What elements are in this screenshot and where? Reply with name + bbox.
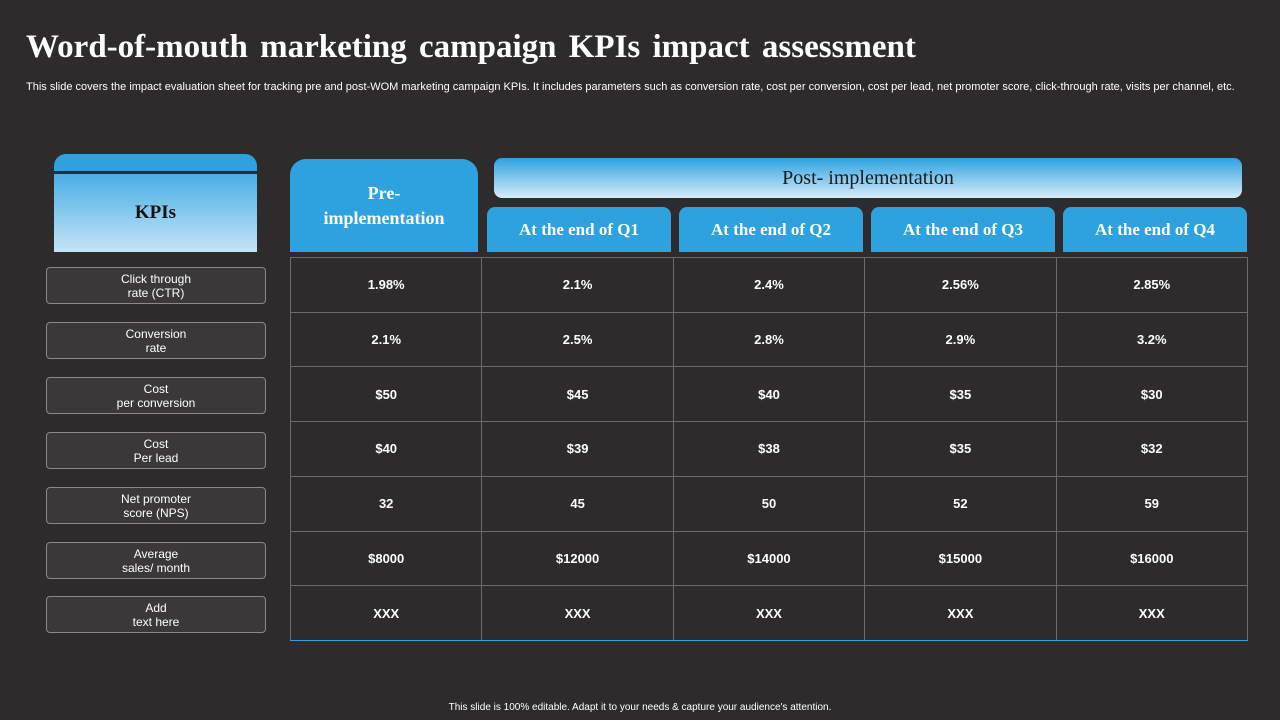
table-cell: $14000 xyxy=(672,530,866,587)
table-cell: 32 xyxy=(289,475,483,532)
table-cell: $45 xyxy=(481,366,674,423)
table-row: XXX XXX XXX XXX XXX xyxy=(289,585,1249,641)
quarter-header-q3: At the end of Q3 xyxy=(871,207,1055,252)
quarter-header-q1: At the end of Q1 xyxy=(487,207,671,252)
table-cell: $40 xyxy=(289,421,483,477)
table-cell: $32 xyxy=(1055,421,1249,477)
table-row: 2.1% 2.5% 2.8% 2.9% 3.2% xyxy=(289,311,1249,368)
table-row: 32 45 50 52 59 xyxy=(289,475,1249,532)
quarter-label: At the end of Q3 xyxy=(903,219,1023,239)
table-cell: 3.2% xyxy=(1055,311,1249,368)
kpi-item-nps: Net promoter score (NPS) xyxy=(46,487,266,524)
table-cell: XXX xyxy=(481,585,674,641)
kpi-values-table: 1.98% 2.1% 2.4% 2.56% 2.85% 2.1% 2.5% 2.… xyxy=(289,257,1249,641)
pre-implementation-label: Pre- implementation xyxy=(323,182,445,228)
table-cell: 2.1% xyxy=(481,257,674,313)
quarter-header-q4: At the end of Q4 xyxy=(1063,207,1247,252)
table-cell: 52 xyxy=(864,475,1057,532)
table-cell: XXX xyxy=(864,585,1057,641)
table-cell: $50 xyxy=(289,366,483,423)
post-implementation-label: Post- implementation xyxy=(782,166,954,189)
table-cell: 45 xyxy=(481,475,674,532)
table-cell: $15000 xyxy=(864,530,1057,587)
table-cell: 2.85% xyxy=(1055,257,1249,313)
table-cell: 2.8% xyxy=(672,311,866,368)
table-row: $40 $39 $38 $35 $32 xyxy=(289,421,1249,477)
kpi-item-conversion-rate: Conversion rate xyxy=(46,322,266,359)
kpi-item-cost-per-lead: Cost Per lead xyxy=(46,432,266,469)
table-cell: 50 xyxy=(672,475,866,532)
table-row: $50 $45 $40 $35 $30 xyxy=(289,366,1249,423)
table-cell: XXX xyxy=(1055,585,1249,641)
table-cell: $39 xyxy=(481,421,674,477)
table-cell: 2.9% xyxy=(864,311,1057,368)
slide-subtitle: This slide covers the impact evaluation … xyxy=(26,81,1235,93)
table-row: 1.98% 2.1% 2.4% 2.56% 2.85% xyxy=(289,257,1249,313)
table-cell: $38 xyxy=(672,421,866,477)
table-cell: $40 xyxy=(672,366,866,423)
table-cell: 2.5% xyxy=(481,311,674,368)
kpi-header-cap xyxy=(54,154,257,171)
table-cell: $12000 xyxy=(481,530,674,587)
table-cell: $35 xyxy=(864,421,1057,477)
table-cell: $35 xyxy=(864,366,1057,423)
table-cell: 2.1% xyxy=(289,311,483,368)
slide-title: Word-of-mouth marketing campaign KPIs im… xyxy=(26,29,916,65)
table-cell: 59 xyxy=(1055,475,1249,532)
kpi-header-label: KPIs xyxy=(134,202,177,223)
kpi-header: KPIs xyxy=(54,154,257,252)
kpi-item-average-sales: Average sales/ month xyxy=(46,542,266,579)
kpi-item-add-text: Add text here xyxy=(46,596,266,633)
kpi-item-cost-per-conversion: Cost per conversion xyxy=(46,377,266,414)
quarter-label: At the end of Q1 xyxy=(519,219,639,239)
kpi-header-body: KPIs xyxy=(54,174,257,252)
kpi-item-ctr: Click through rate (CTR) xyxy=(46,267,266,304)
table-row: $8000 $12000 $14000 $15000 $16000 xyxy=(289,530,1249,587)
pre-implementation-header: Pre- implementation xyxy=(290,159,478,252)
quarter-label: At the end of Q4 xyxy=(1095,219,1215,239)
quarter-header-q2: At the end of Q2 xyxy=(679,207,863,252)
table-cell: 1.98% xyxy=(289,257,483,313)
table-cell: $8000 xyxy=(289,530,483,587)
table-cell: XXX xyxy=(289,585,483,641)
post-implementation-banner: Post- implementation xyxy=(494,158,1242,198)
quarter-label: At the end of Q2 xyxy=(711,219,831,239)
slide-footer: This slide is 100% editable. Adapt it to… xyxy=(448,702,832,713)
table-cell: $30 xyxy=(1055,366,1249,423)
table-cell: XXX xyxy=(672,585,866,641)
table-cell: 2.56% xyxy=(864,257,1057,313)
table-cell: $16000 xyxy=(1055,530,1249,587)
table-cell: 2.4% xyxy=(672,257,866,313)
